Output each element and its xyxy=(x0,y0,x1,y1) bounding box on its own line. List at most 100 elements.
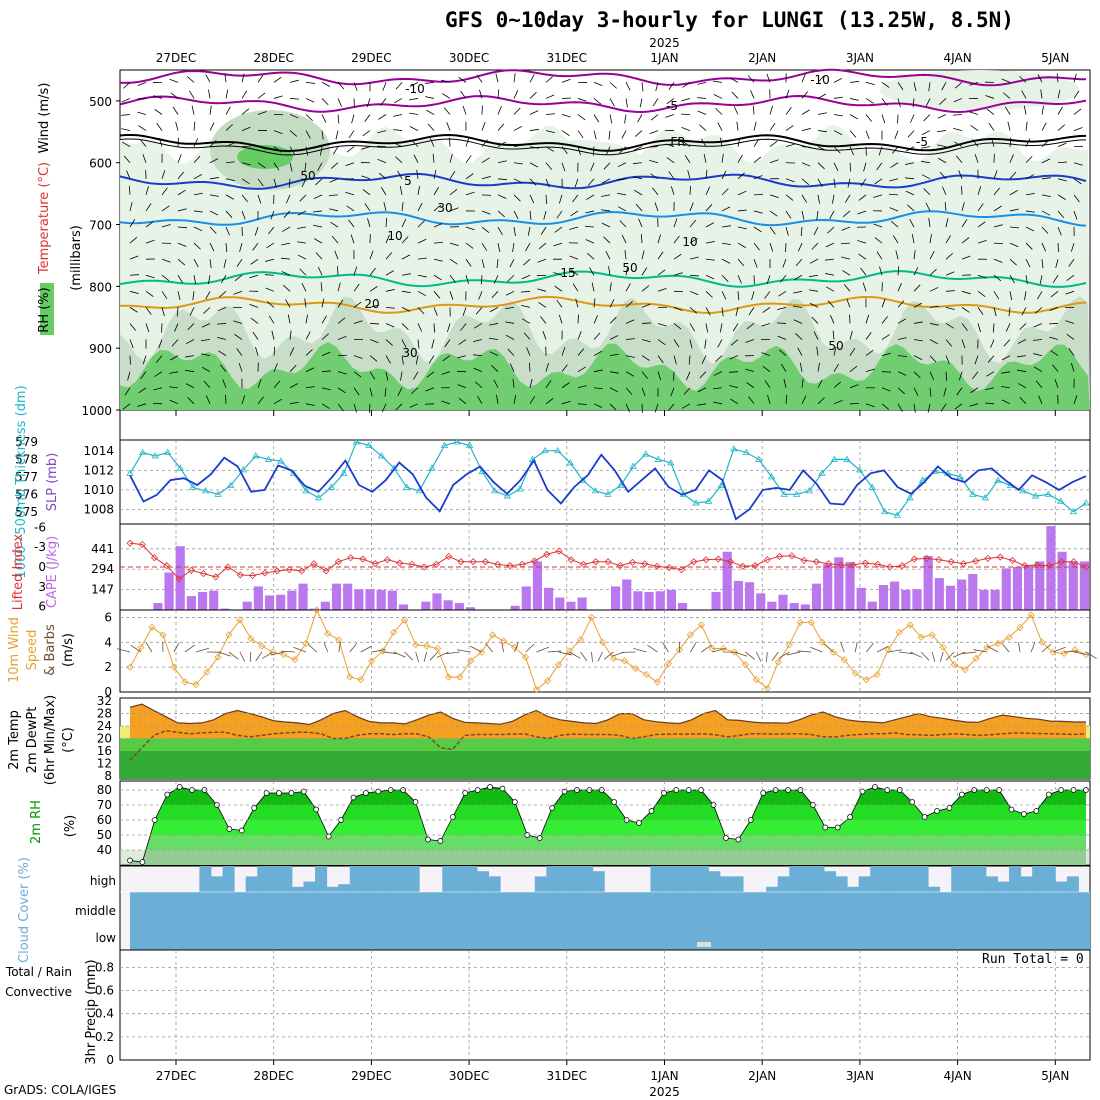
wind-barb xyxy=(283,284,291,292)
wind-barb xyxy=(417,202,423,212)
wind-barb xyxy=(633,176,643,180)
wind-barb xyxy=(193,226,203,232)
wind-barb xyxy=(985,387,995,391)
wind10m-barb xyxy=(547,650,562,653)
wind-barb xyxy=(321,298,325,308)
wind-barb xyxy=(977,203,984,212)
wind-barb xyxy=(753,121,757,131)
wind-barb xyxy=(321,130,324,140)
wind-barb xyxy=(201,366,211,373)
wind-barb xyxy=(780,274,787,283)
rh-marker xyxy=(251,805,258,811)
cloud-middle-low xyxy=(130,892,1090,950)
thickness-marker xyxy=(692,499,700,506)
wind-barb xyxy=(321,114,327,123)
wind-barb xyxy=(497,106,502,115)
wind-barb xyxy=(513,90,519,99)
wind-barb xyxy=(721,188,729,196)
wind-barb xyxy=(234,274,243,282)
cape-bar xyxy=(990,589,1000,610)
wind-barb xyxy=(192,291,195,301)
wind-barb xyxy=(417,339,420,349)
rh-marker xyxy=(350,794,357,801)
wind-barb xyxy=(337,387,346,394)
thickness-marker xyxy=(201,487,210,494)
wind-barb xyxy=(142,154,147,163)
wind10m-barb xyxy=(280,650,295,653)
wind10m-barb xyxy=(262,651,274,659)
wind-speed-marker xyxy=(445,673,453,681)
cloud-high-bar xyxy=(210,876,224,892)
wind-barb xyxy=(252,242,259,251)
wind-barb xyxy=(795,333,803,340)
wind-barb xyxy=(257,92,266,99)
wind-barb xyxy=(793,319,803,324)
thickness-marker xyxy=(717,481,725,489)
wind-barb xyxy=(730,398,739,405)
wind-barb xyxy=(270,210,275,220)
wind-barb xyxy=(574,178,579,188)
wind-barb xyxy=(881,82,890,88)
wind-barb xyxy=(923,114,931,122)
wind-barb xyxy=(666,157,675,164)
wind-barb xyxy=(378,172,387,180)
wind-barb xyxy=(219,364,227,372)
wind-barb xyxy=(417,323,423,332)
wind-barb xyxy=(785,89,790,99)
cape-bar xyxy=(1035,561,1045,610)
wind-barb xyxy=(895,250,899,260)
wind-barb xyxy=(209,226,217,234)
wind-barb xyxy=(401,201,404,211)
wind-barb xyxy=(609,387,619,393)
wind-barb xyxy=(841,226,851,231)
wind-barb xyxy=(273,380,281,389)
wind-barb xyxy=(849,130,857,138)
wind-speed-marker xyxy=(873,671,881,679)
lifted-index-marker xyxy=(1070,558,1078,566)
wind-barb xyxy=(1009,275,1015,284)
cloud-high-bar xyxy=(789,866,802,892)
wind-barb xyxy=(209,158,219,164)
cloud-ylabel: Cloud Cover (%) xyxy=(17,857,32,963)
wind-barb xyxy=(185,339,195,345)
wind-barb xyxy=(1008,307,1011,317)
wind-speed-marker xyxy=(983,643,991,651)
wind-barb xyxy=(321,98,329,106)
isotherm-5 xyxy=(119,173,1087,190)
wind-barb xyxy=(513,210,519,220)
wind-barb xyxy=(305,130,311,139)
wind-barb xyxy=(289,79,299,83)
wind-barb xyxy=(537,288,547,292)
wind-barb xyxy=(701,355,707,364)
wind-barb xyxy=(697,81,707,85)
isotherm-10 xyxy=(119,210,1087,227)
wind-barb xyxy=(481,259,485,268)
wind-barb xyxy=(145,274,155,279)
wind10m-barb xyxy=(633,648,647,653)
wind-barb xyxy=(540,316,547,324)
cape-bar xyxy=(521,586,531,610)
wind-barb xyxy=(584,225,595,228)
wind-barb xyxy=(193,138,199,147)
wind-barb xyxy=(529,210,532,220)
wind10m-barb xyxy=(945,651,955,661)
lifted-index-marker xyxy=(616,562,624,570)
thickness-marker xyxy=(805,487,813,494)
wind-barb xyxy=(894,130,899,140)
wind-speed-marker xyxy=(291,656,299,664)
wind-barb xyxy=(833,114,843,117)
wind-barb xyxy=(817,194,820,204)
wind-barb xyxy=(809,302,819,308)
wind-barb xyxy=(491,291,499,299)
wind-barb xyxy=(449,207,459,212)
wind-barb xyxy=(705,186,711,196)
wind10m-barb xyxy=(771,651,779,662)
wind-barb xyxy=(497,141,506,147)
wind-barb xyxy=(193,210,203,213)
wind-barb xyxy=(1041,122,1047,131)
wind-barb xyxy=(649,130,659,135)
cloud-high-bar xyxy=(928,886,941,892)
wind-barb xyxy=(865,114,872,122)
wind-speed-marker xyxy=(686,631,694,639)
wind-barb xyxy=(907,130,915,138)
